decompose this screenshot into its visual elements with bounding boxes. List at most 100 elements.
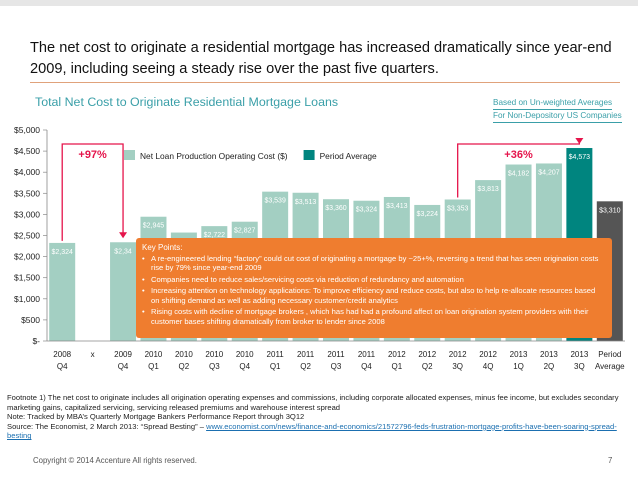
x-tick-sublabel: Q4 <box>361 362 372 371</box>
source-prefix: Source: The Economist, 2 March 2013: “Sp… <box>7 421 207 431</box>
annotation-bracket <box>61 143 124 241</box>
y-tick-label: $2,000 <box>14 252 40 262</box>
x-tick-sublabel: 2Q <box>544 362 555 371</box>
x-tick-label: 2010 <box>145 350 163 359</box>
key-points-box: Key Points: A re-engineered lending “fac… <box>136 238 612 338</box>
x-tick-sublabel: Q2 <box>179 362 190 371</box>
bar-value-label: $3,324 <box>356 207 378 214</box>
top-accent-bar <box>0 0 638 6</box>
footnote-line-3: Source: The Economist, 2 March 2013: “Sp… <box>7 422 633 441</box>
page-number: 7 <box>608 456 613 465</box>
x-tick-label: 2011 <box>267 350 285 359</box>
x-tick-sublabel: Q4 <box>118 362 129 371</box>
x-tick-sublabel: Q1 <box>270 362 281 371</box>
source-link[interactable]: www.economist.com/news/finance-and-econo… <box>7 421 617 441</box>
x-tick-sublabel: Q1 <box>148 362 159 371</box>
x-tick-label: 2012 <box>449 350 467 359</box>
x-tick-label: Period <box>598 350 621 359</box>
bar-value-label: $2,945 <box>143 223 165 230</box>
x-tick-sublabel: Average <box>595 362 625 371</box>
key-points-list: A re-engineered lending “factory” could … <box>142 254 604 327</box>
x-tick-label: 2012 <box>479 350 497 359</box>
bar-value-label: $2,722 <box>204 232 226 239</box>
slide-headline: The net cost to originate a residential … <box>30 40 612 77</box>
headline-divider <box>30 82 620 83</box>
x-tick-sublabel: Q1 <box>392 362 403 371</box>
y-tick-label: $4,500 <box>14 146 40 156</box>
y-tick-label: $1,500 <box>14 273 40 283</box>
y-tick-label: $3,000 <box>14 209 40 219</box>
bar-value-label: $3,813 <box>477 186 499 193</box>
x-tick-label: 2011 <box>358 350 376 359</box>
bar-value-label: $3,360 <box>325 205 347 212</box>
bar-value-label: $2,34 <box>114 248 132 255</box>
bar-value-label: $3,353 <box>447 206 469 213</box>
bar <box>110 242 137 341</box>
footnote-line-2: Note: Tracked by MBA’s Quarterly Mortgag… <box>7 412 305 422</box>
bar <box>49 242 76 341</box>
y-tick-label: $- <box>32 336 40 346</box>
x-tick-label: 2011 <box>297 350 315 359</box>
x-tick-label: 2013 <box>570 350 588 359</box>
annotation-arrowhead <box>119 232 128 239</box>
basis-note: Based on Un-weighted Averages For Non-De… <box>493 97 633 123</box>
legend: Net Loan Production Operating Cost ($) Pe… <box>124 150 377 161</box>
x-axis: 2008 Q4 x 2009 Q4 2010 Q1 2010 Q2 2010 Q3 2010 Q4 201… <box>47 340 625 371</box>
x-tick-sublabel: Q3 <box>209 362 220 371</box>
bar-value-label: $4,207 <box>538 169 560 176</box>
x-tick-label: 2012 <box>388 350 406 359</box>
x-tick-label: 2010 <box>236 350 254 359</box>
x-tick-label: x <box>91 350 95 359</box>
chart-title: Total Net Cost to Originate Residential … <box>35 95 339 109</box>
annotation-label: +97% <box>78 149 107 161</box>
legend-swatch <box>124 150 135 160</box>
annotation-arrowhead <box>575 138 584 145</box>
x-tick-label: 2009 <box>114 350 132 359</box>
key-points-title: Key Points: <box>142 243 183 252</box>
x-tick-label: 2008 <box>53 350 71 359</box>
bar-value-label: $3,539 <box>264 198 286 205</box>
key-point-item: Rising costs with decline of mortgage br… <box>142 307 604 326</box>
x-tick-label: 2011 <box>327 350 345 359</box>
x-tick-label: 2013 <box>510 350 528 359</box>
x-tick-label: 2010 <box>205 350 223 359</box>
key-point-item: Increasing attention on technology appli… <box>142 286 604 305</box>
y-axis: $- $500 $1,000 $1,500 $2,000 $2,500 $3,000 $3,5… <box>14 125 48 346</box>
copyright-notice: Copyright © 2014 Accenture All rights re… <box>33 456 197 465</box>
bar-value-label: $2,827 <box>234 228 256 235</box>
y-tick-label: $500 <box>21 315 40 325</box>
x-tick-label: 2012 <box>418 350 436 359</box>
key-point-item: A re-engineered lending “factory” could … <box>142 254 604 273</box>
x-tick-label: 2010 <box>175 350 193 359</box>
x-tick-sublabel: 3Q <box>452 362 463 371</box>
bar-value-label: $3,310 <box>599 207 621 214</box>
footnote-block: Footnote 1) The net cost to originate in… <box>7 393 633 441</box>
y-tick-label: $5,000 <box>14 125 40 135</box>
x-tick-sublabel: Q2 <box>300 362 311 371</box>
bar-value-label: $4,573 <box>569 154 591 161</box>
bar-value-label: $3,513 <box>295 199 317 206</box>
basis-note-line-1: Based on Un-weighted Averages <box>493 97 613 110</box>
bar-value-label: $2,324 <box>51 249 73 256</box>
legend-label: Period Average <box>320 151 377 161</box>
x-tick-sublabel: 3Q <box>574 362 585 371</box>
annotations-group: +97% +36% <box>61 138 584 241</box>
y-tick-label: $4,000 <box>14 167 40 177</box>
bar-value-label: $4,182 <box>508 171 530 178</box>
y-tick-label: $3,500 <box>14 188 40 198</box>
footnote-line-1: Footnote 1) The net cost to originate in… <box>7 393 619 412</box>
x-tick-sublabel: Q2 <box>422 362 433 371</box>
basis-note-line-2: For Non-Depository US Companies <box>493 110 622 123</box>
key-point-item: Companies need to reduce sales/servicing… <box>142 275 604 285</box>
x-tick-sublabel: 4Q <box>483 362 494 371</box>
legend-label: Net Loan Production Operating Cost ($) <box>140 151 288 161</box>
y-tick-label: $1,000 <box>14 294 40 304</box>
bar-value-label: $3,413 <box>386 203 408 210</box>
annotation-label: +36% <box>504 149 533 161</box>
x-tick-sublabel: Q3 <box>331 362 342 371</box>
bar-value-label: $3,224 <box>417 211 439 218</box>
legend-swatch <box>303 150 315 160</box>
x-tick-sublabel: Q4 <box>57 362 68 371</box>
x-tick-label: 2013 <box>540 350 558 359</box>
x-tick-sublabel: Q4 <box>239 362 250 371</box>
